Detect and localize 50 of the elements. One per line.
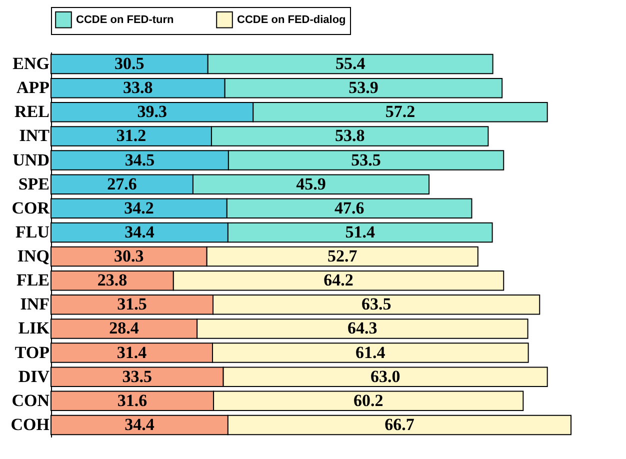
y-tick-label: COH [10,414,50,434]
y-tick-label: COR [12,198,50,218]
data-label: 31.2 [116,126,146,146]
y-tick-label: SPE [18,174,50,194]
data-label: 33.8 [123,78,153,98]
data-label: 27.6 [107,174,137,194]
data-label: 34.4 [124,414,155,434]
data-label: 34.5 [124,150,155,170]
data-label: 55.4 [335,54,366,74]
y-tick-label: APP [16,78,50,98]
y-tick-label: INF [20,294,50,314]
data-label: 51.4 [345,222,376,242]
y-tick-label: ENG [12,54,50,74]
data-label: 64.2 [324,270,354,290]
data-label: 53.9 [348,78,378,98]
y-tick-label: FLE [16,270,50,290]
data-label: 34.2 [124,198,154,218]
legend-label: CCDE on FED-turn [76,14,174,26]
data-label: 52.7 [328,246,358,266]
data-label: 31.4 [116,342,148,362]
data-label: 33.5 [122,366,152,386]
y-tick-label: INT [19,126,50,146]
data-label: 64.3 [348,318,378,338]
data-label: 57.2 [385,102,416,122]
data-label: 23.8 [97,270,128,290]
data-label: 31.5 [117,294,147,314]
data-label: 34.4 [124,222,155,242]
y-tick-label: INQ [17,246,50,266]
y-tick-label: FLU [16,222,50,242]
data-label: 53.8 [334,126,365,146]
y-tick-label: CON [12,390,50,410]
data-label: 63.5 [361,294,392,314]
data-label: 45.9 [296,174,326,194]
y-tick-label: LIK [18,318,50,338]
data-label: 63.0 [370,366,400,386]
data-label: 60.2 [353,390,384,410]
data-label: 61.4 [356,342,386,362]
y-tick-label: TOP [14,342,50,362]
data-label: 66.7 [384,414,415,434]
y-tick-label: UND [12,150,50,170]
data-label: 31.6 [117,390,148,410]
y-tick-label: REL [14,102,50,122]
y-tick-label: DIV [18,366,50,386]
data-label: 39.3 [137,102,167,122]
data-label: 30.3 [114,246,144,266]
data-label: 28.4 [109,318,140,338]
data-label: 53.5 [351,150,381,170]
legend-label: CCDE on FED-dialog [237,14,346,26]
data-label: 47.6 [334,198,364,218]
data-label: 30.5 [114,54,144,74]
